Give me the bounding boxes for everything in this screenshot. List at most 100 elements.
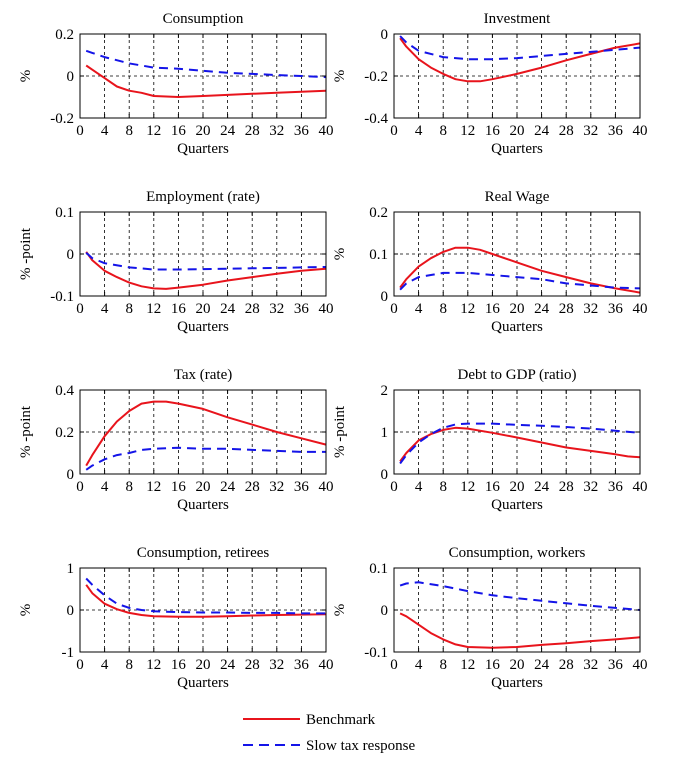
x-tick-label: 16 [171, 123, 187, 139]
x-tick-label: 28 [559, 301, 574, 317]
x-tick-label: 20 [196, 657, 211, 673]
x-tick-label: 20 [196, 301, 211, 317]
x-tick-label: 16 [485, 657, 501, 673]
x-tick-label: 4 [101, 123, 109, 139]
x-tick-label: 4 [101, 301, 109, 317]
chart-panel-5: Debt to GDP (ratio)0 4 8 12 16 20 24 28 32 36 4001… [332, 367, 648, 513]
x-axis-label: Quarters [177, 497, 229, 513]
x-tick-label: 32 [583, 301, 598, 317]
y-tick-label: 0 [381, 289, 389, 305]
x-tick-label: 8 [125, 657, 133, 673]
y-tick-label: -0.2 [50, 111, 74, 127]
y-tick-label: 0.1 [369, 247, 388, 263]
x-tick-label: 4 [415, 301, 423, 317]
y-tick-label: -1 [62, 645, 75, 661]
x-tick-label: 12 [460, 123, 475, 139]
x-tick-label: 24 [220, 657, 236, 673]
x-tick-label: 32 [583, 479, 598, 495]
chart-panel-6: Consumption, retirees 0 4 8 12 16 20 24 28 32 36 40… [18, 545, 334, 691]
y-tick-label: -0.1 [364, 645, 388, 661]
x-tick-label: 4 [101, 479, 109, 495]
series-line-benchmark [85, 64, 327, 98]
x-tick-label: 8 [125, 479, 133, 495]
series-line-benchmark [399, 246, 641, 294]
x-tick-label: 32 [269, 301, 284, 317]
x-tick-label: 12 [146, 301, 161, 317]
chart-panel-1: Investment 0 4 8 12 16 20 24 28 32 36 40 -0.4 -0.2 0 Qu… [332, 11, 648, 157]
x-tick-label: 16 [171, 301, 187, 317]
y-tick-label: 0.2 [55, 27, 74, 43]
x-tick-label: 20 [510, 123, 525, 139]
y-tick-label: 0.2 [55, 425, 74, 441]
x-tick-label: 0 [76, 123, 84, 139]
x-tick-label: 20 [196, 479, 211, 495]
y-tick-label: -0.2 [364, 69, 388, 85]
x-tick-label: 0 [76, 301, 84, 317]
chart-title: Real Wage [485, 189, 550, 205]
y-tick-label: -0.1 [50, 289, 74, 305]
series-line-slow-tax [85, 446, 326, 471]
x-tick-label: 8 [439, 657, 447, 673]
x-tick-label: 24 [220, 479, 236, 495]
x-tick-label: 40 [633, 657, 648, 673]
x-tick-label: 12 [146, 657, 161, 673]
series-line-slow-tax [399, 581, 641, 611]
x-axis-label: Quarters [491, 497, 543, 513]
y-tick-label: 0.2 [369, 205, 388, 221]
x-tick-label: 4 [415, 479, 423, 495]
series-line-benchmark [399, 612, 641, 649]
y-axis-label: % [18, 604, 34, 617]
x-tick-label: 24 [534, 479, 550, 495]
x-tick-label: 0 [390, 301, 398, 317]
x-tick-label: 36 [294, 657, 310, 673]
x-tick-label: 20 [196, 123, 211, 139]
x-tick-label: 40 [319, 657, 334, 673]
x-tick-label: 36 [294, 301, 310, 317]
y-tick-label: 0 [67, 69, 75, 85]
chart-panel-3: Real Wage 0 4 8 12 16 20 24 28 32 36 40 0 0.1 0.2 Quart… [332, 189, 648, 335]
x-tick-label: 24 [534, 123, 550, 139]
x-tick-label: 16 [171, 479, 187, 495]
y-tick-label: 2 [381, 383, 389, 399]
chart-panel-2: Employment (rate) 0 4 8 12 16 20 24 28 32 36 40 -0.1… [18, 189, 334, 335]
x-tick-label: 40 [633, 123, 648, 139]
series-line-slow-tax [85, 577, 326, 615]
x-axis-label: Quarters [177, 319, 229, 335]
x-tick-label: 32 [269, 657, 284, 673]
y-tick-label: 1 [381, 425, 389, 441]
x-tick-label: 28 [559, 657, 574, 673]
x-tick-label: 12 [146, 479, 161, 495]
chart-title: Employment (rate) [146, 189, 260, 205]
chart-title: Consumption [163, 11, 244, 27]
x-tick-label: 36 [608, 657, 624, 673]
x-tick-label: 4 [415, 657, 423, 673]
x-tick-label: 28 [245, 657, 260, 673]
chart-panel-4: Tax (rate) 0 4 8 12 16 20 24 28 32 36 40 0 0.2 0.4 Quar… [18, 367, 334, 513]
series-line-benchmark [399, 426, 641, 462]
x-tick-label: 32 [269, 123, 284, 139]
y-tick-label: -0.4 [364, 111, 388, 127]
x-tick-label: 16 [485, 301, 501, 317]
x-tick-label: 40 [319, 123, 334, 139]
x-tick-label: 28 [245, 479, 260, 495]
y-axis-label: % [332, 248, 348, 261]
x-tick-label: 36 [608, 479, 624, 495]
x-axis-label: Quarters [491, 675, 543, 691]
x-tick-label: 12 [460, 657, 475, 673]
y-axis-label: % [332, 604, 348, 617]
chart-title: Tax (rate) [174, 367, 233, 383]
x-tick-label: 40 [319, 479, 334, 495]
series-line-slow-tax [399, 422, 641, 465]
x-tick-label: 20 [510, 657, 525, 673]
x-tick-label: 36 [294, 123, 310, 139]
series-line-benchmark [399, 37, 641, 83]
series-line-benchmark [85, 584, 327, 618]
x-tick-label: 28 [245, 123, 260, 139]
x-tick-label: 4 [101, 657, 109, 673]
x-tick-label: 4 [415, 123, 423, 139]
x-tick-label: 12 [146, 123, 161, 139]
series-line-slow-tax [85, 251, 327, 271]
